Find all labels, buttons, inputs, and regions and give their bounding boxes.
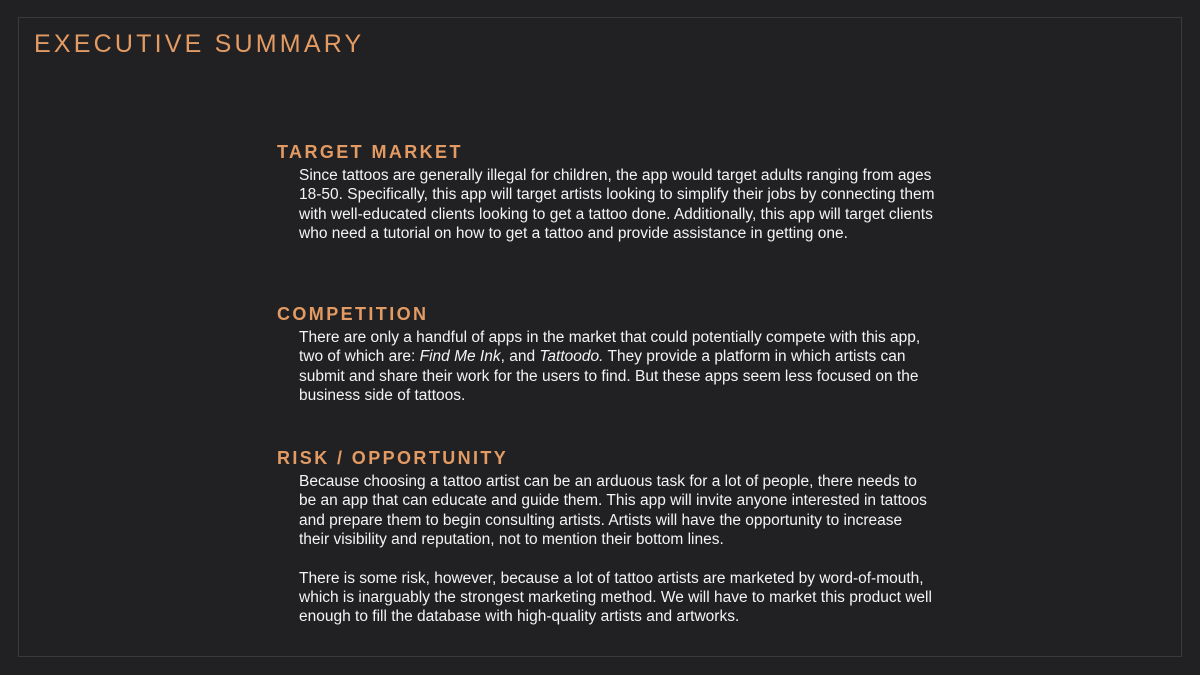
page-title: EXECUTIVE SUMMARY	[34, 30, 365, 58]
risk-opportunity-paragraph-1: Because choosing a tattoo artist can be …	[299, 473, 927, 549]
section-heading-competition: COMPETITION	[277, 304, 429, 324]
competition-paragraph: There are only a handful of apps in the …	[299, 328, 935, 406]
competition-text-between: , and	[500, 348, 540, 366]
competition-text-intro: There are only a handful of apps in the …	[299, 329, 921, 366]
target-market-paragraph: Since tattoos are generally illegal for …	[299, 167, 935, 243]
slide-frame	[18, 17, 1182, 657]
section-risk-opportunity: RISK / OPPORTUNITY Because choosing a ta…	[277, 446, 935, 627]
section-heading-target-market: TARGET MARKET	[277, 142, 463, 162]
competitor-find-me-ink: Find Me Ink	[419, 348, 501, 366]
competition-text-rest: They provide a platform in which artists…	[299, 348, 919, 405]
risk-opportunity-paragraph-2: There is some risk, however, because a l…	[299, 569, 932, 626]
section-target-market: TARGET MARKET Since tattoos are generall…	[277, 140, 935, 244]
section-competition: COMPETITION There are only a handful of …	[277, 302, 935, 406]
section-heading-risk-opportunity: RISK / OPPORTUNITY	[277, 448, 509, 468]
competitor-tattoodo: Tattoodo.	[539, 348, 604, 366]
